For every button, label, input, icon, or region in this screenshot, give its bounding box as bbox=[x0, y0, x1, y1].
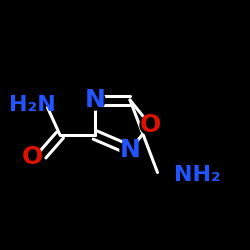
Text: O: O bbox=[22, 146, 43, 170]
Circle shape bbox=[140, 115, 160, 135]
Text: N: N bbox=[84, 88, 105, 112]
Circle shape bbox=[85, 90, 105, 110]
Text: N: N bbox=[120, 138, 141, 162]
Text: NH₂: NH₂ bbox=[174, 165, 220, 185]
Text: H₂N: H₂N bbox=[9, 95, 56, 115]
Text: O: O bbox=[140, 113, 160, 137]
Circle shape bbox=[120, 140, 140, 160]
